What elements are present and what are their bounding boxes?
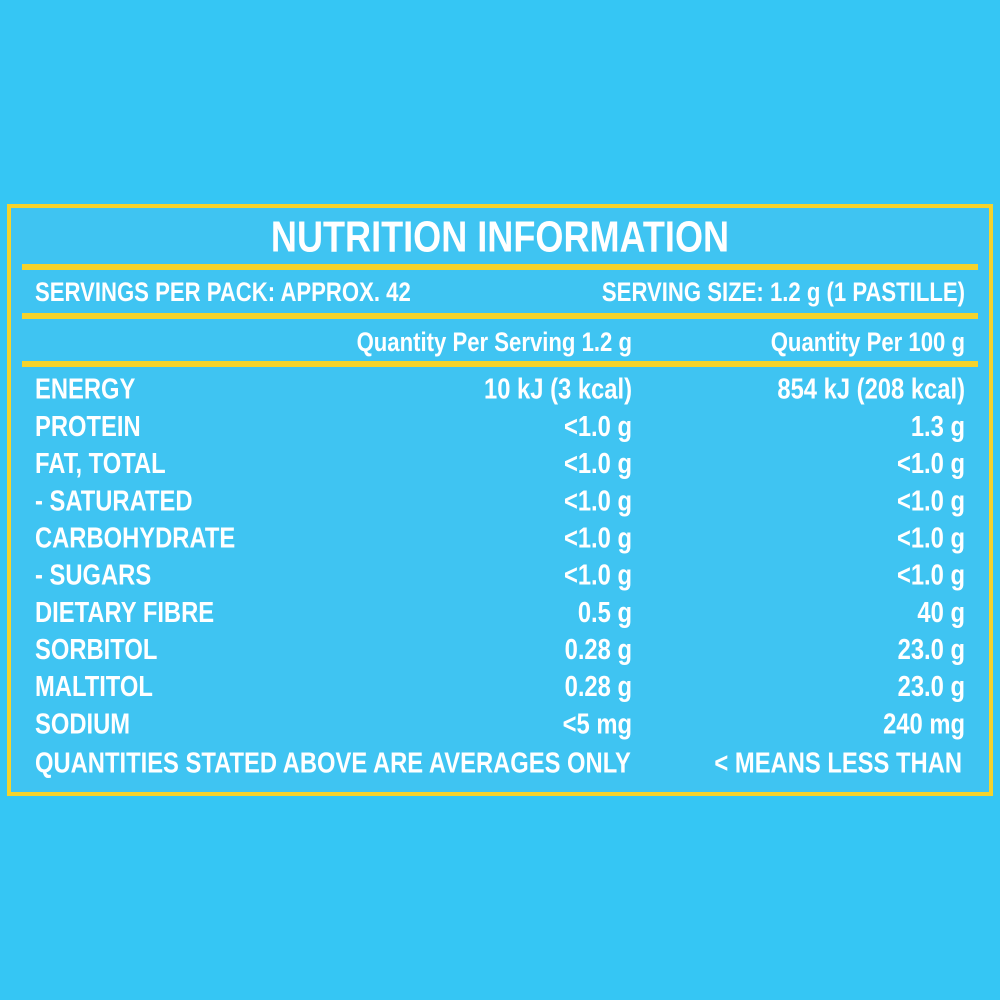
- per-serving-value: <1.0 g: [564, 484, 632, 517]
- per-serving-value: <5 mg: [563, 707, 632, 740]
- nutrient-label: ENERGY: [35, 372, 136, 405]
- nutrient-label: FAT, TOTAL: [35, 447, 166, 480]
- per-serving-value: <1.0 g: [564, 521, 632, 554]
- nutrient-label: - SUGARS: [35, 558, 151, 591]
- divider: [22, 313, 978, 319]
- column-header: Quantity Per Serving 1.2 g: [357, 328, 632, 358]
- servings-per-pack: SERVINGS PER PACK: APPROX. 42: [35, 278, 411, 308]
- per-serving-value: <1.0 g: [564, 447, 632, 480]
- per-100g-value: <1.0 g: [897, 558, 965, 591]
- per-100g-value: <1.0 g: [897, 521, 965, 554]
- nutrient-label: PROTEIN: [35, 410, 141, 443]
- nutrient-label: DIETARY FIBRE: [35, 596, 214, 629]
- footer-legend: < MEANS LESS THAN: [714, 746, 962, 779]
- title: NUTRITION INFORMATION: [271, 212, 729, 261]
- per-100g-value: <1.0 g: [897, 484, 965, 517]
- divider: [22, 361, 978, 367]
- per-serving-value: <1.0 g: [564, 410, 632, 443]
- per-100g-value: 23.0 g: [898, 670, 965, 703]
- nutrient-label: SORBITOL: [35, 633, 157, 666]
- per-serving-value: 0.28 g: [565, 670, 632, 703]
- per-100g-value: 23.0 g: [898, 633, 965, 666]
- per-100g-value: 40 g: [917, 596, 965, 629]
- per-100g-value: 1.3 g: [911, 410, 965, 443]
- panel-border: [7, 204, 993, 796]
- column-header: Quantity Per 100 g: [771, 328, 965, 358]
- per-serving-value: 10 kJ (3 kcal): [484, 372, 632, 405]
- per-100g-value: 240 mg: [883, 707, 965, 740]
- divider: [22, 264, 978, 270]
- per-serving-value: 0.28 g: [565, 633, 632, 666]
- nutrient-label: - SATURATED: [35, 484, 193, 517]
- per-serving-value: 0.5 g: [578, 596, 632, 629]
- nutrient-label: CARBOHYDRATE: [35, 521, 235, 554]
- per-100g-value: <1.0 g: [897, 447, 965, 480]
- footer-note: QUANTITIES STATED ABOVE ARE AVERAGES ONL…: [35, 746, 631, 779]
- nutrient-label: SODIUM: [35, 707, 130, 740]
- nutrient-label: MALTITOL: [35, 670, 153, 703]
- per-serving-value: <1.0 g: [564, 558, 632, 591]
- per-100g-value: 854 kJ (208 kcal): [777, 372, 965, 405]
- serving-size: SERVING SIZE: 1.2 g (1 PASTILLE): [602, 278, 965, 308]
